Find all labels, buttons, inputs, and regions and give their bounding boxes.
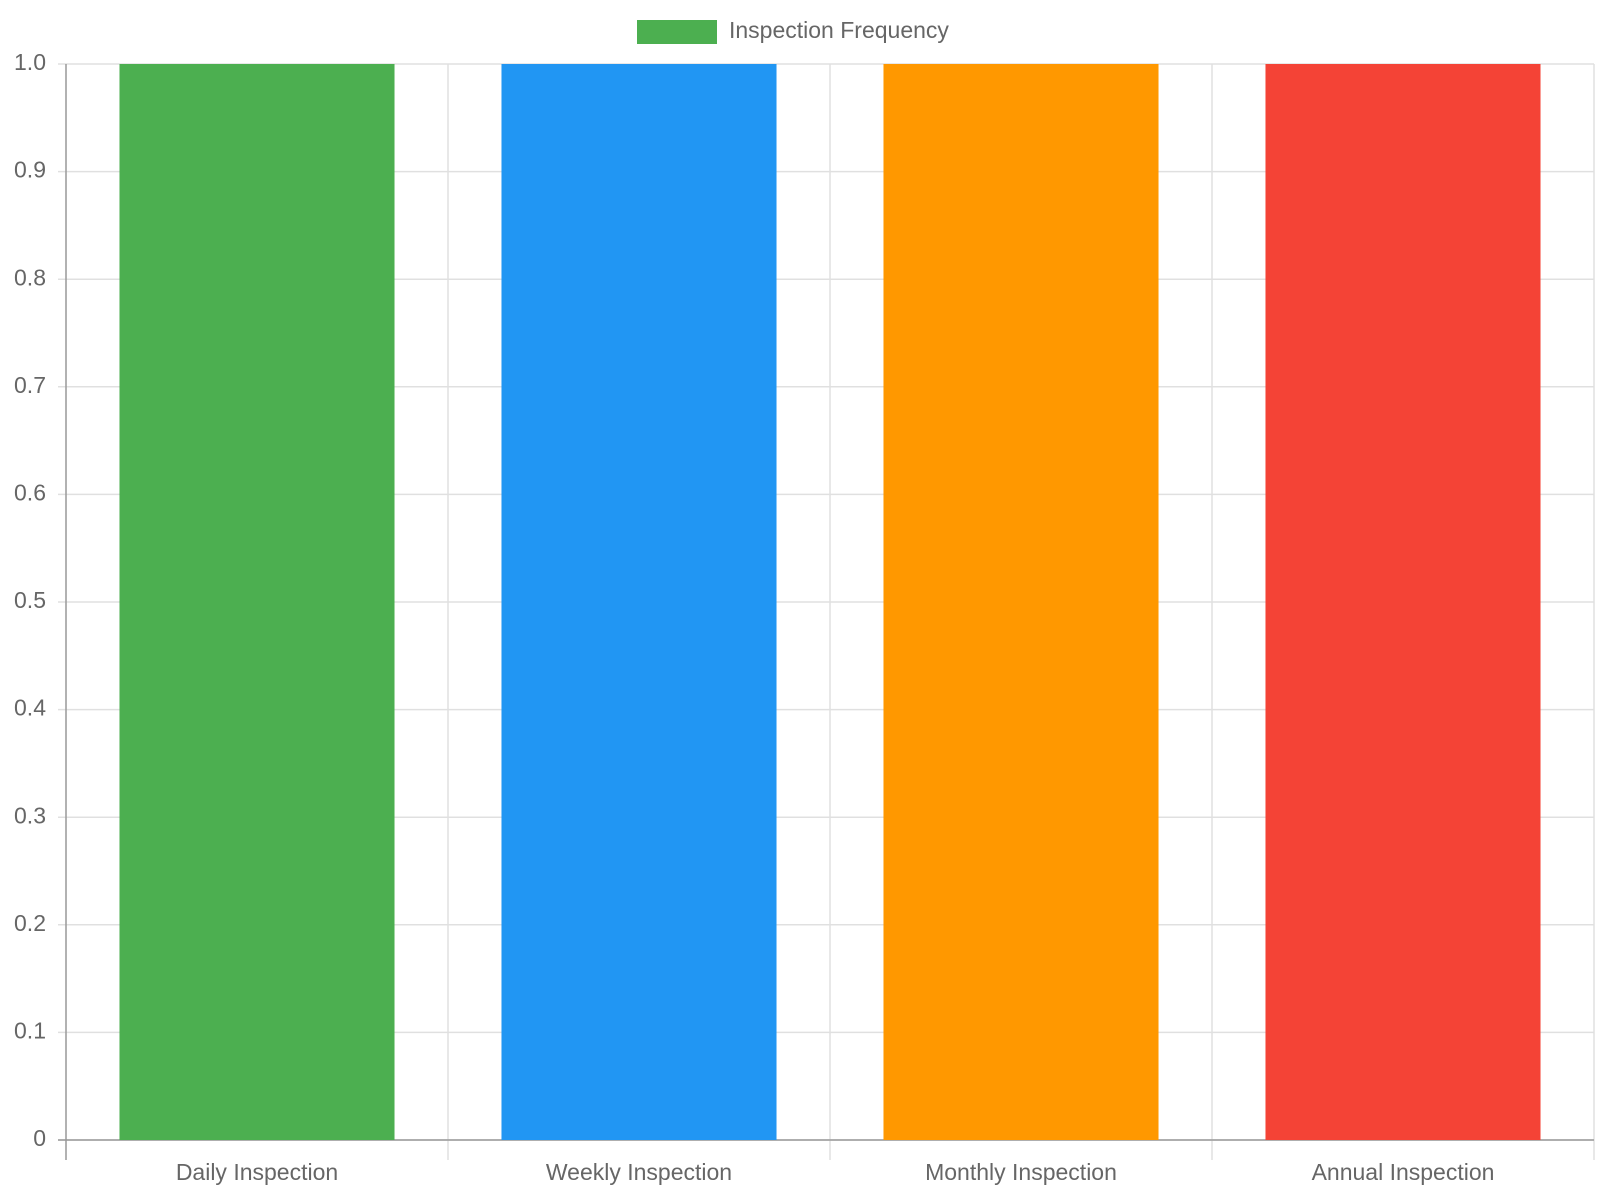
y-tick-label: 0.1 <box>14 1017 46 1043</box>
y-tick-label: 0.4 <box>14 695 46 721</box>
y-tick-label: 0.3 <box>14 802 46 828</box>
bar <box>1265 64 1541 1140</box>
y-tick-label: 0.8 <box>14 264 46 290</box>
x-tick-label: Monthly Inspection <box>925 1159 1117 1185</box>
x-tick-label: Daily Inspection <box>176 1159 338 1185</box>
x-tick-label: Annual Inspection <box>1312 1159 1495 1185</box>
bar <box>119 64 395 1140</box>
y-tick-label: 0.9 <box>14 157 46 183</box>
bar <box>501 64 777 1140</box>
y-tick-label: 0.6 <box>14 479 46 505</box>
y-tick-label: 0 <box>33 1125 46 1151</box>
legend-label: Inspection Frequency <box>729 17 949 43</box>
x-tick-label: Weekly Inspection <box>546 1159 732 1185</box>
y-tick-label: 1.0 <box>14 49 46 75</box>
y-tick-label: 0.2 <box>14 910 46 936</box>
y-tick-label: 0.7 <box>14 372 46 398</box>
legend-swatch <box>637 20 717 44</box>
y-tick-label: 0.5 <box>14 587 46 613</box>
bar <box>883 64 1159 1140</box>
